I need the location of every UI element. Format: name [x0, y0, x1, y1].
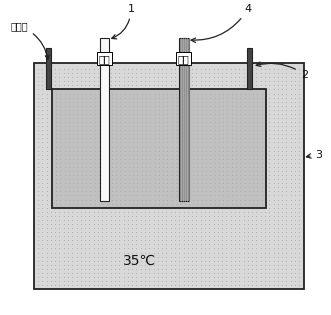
Text: 陰極: 陰極: [178, 54, 190, 64]
Text: 陽極: 陽極: [99, 54, 111, 64]
Bar: [179, 38, 189, 201]
Text: 3: 3: [307, 150, 322, 159]
Bar: [46, 48, 51, 89]
Bar: [34, 63, 304, 289]
Text: 2: 2: [256, 62, 308, 79]
Bar: [52, 89, 266, 208]
Text: 35℃: 35℃: [122, 254, 156, 268]
Text: 4: 4: [191, 4, 252, 43]
Text: 1: 1: [112, 4, 135, 39]
Text: ワーク: ワーク: [11, 21, 49, 59]
Bar: [100, 38, 109, 201]
Bar: [247, 48, 252, 89]
